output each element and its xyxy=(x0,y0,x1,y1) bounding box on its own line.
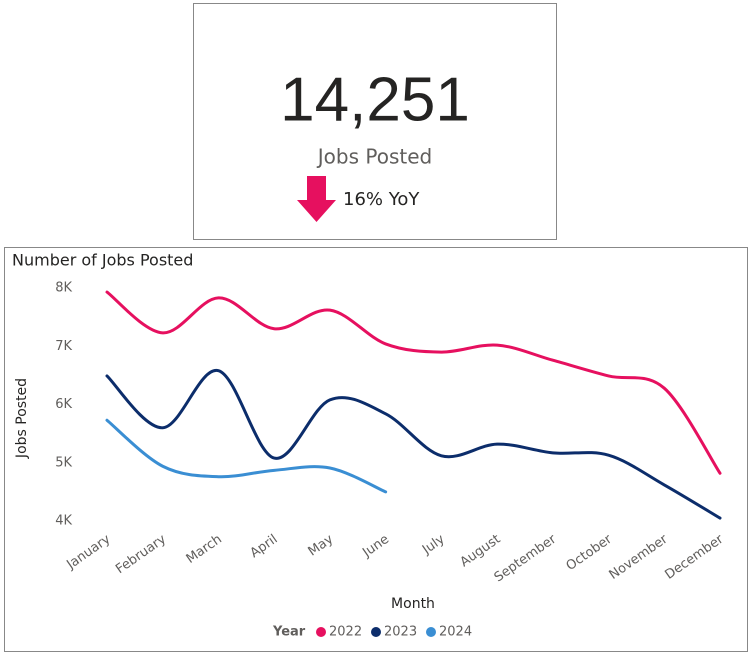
y-tick-label: 7K xyxy=(55,339,72,354)
x-axis-title: Month xyxy=(391,596,435,612)
legend-marker xyxy=(316,627,326,637)
legend-label: 2024 xyxy=(439,625,472,640)
series-line xyxy=(105,369,722,520)
legend-label: 2023 xyxy=(384,625,417,640)
chart-card xyxy=(4,247,748,652)
y-tick-label: 4K xyxy=(55,514,72,529)
legend-title: Year xyxy=(272,625,306,640)
kpi-label: Jobs Posted xyxy=(316,145,432,169)
legend-label: 2022 xyxy=(329,625,362,640)
legend-marker xyxy=(371,627,381,637)
kpi-card xyxy=(193,3,557,240)
kpi-value: 14,251 xyxy=(280,65,470,134)
series-line xyxy=(105,418,388,494)
series-line xyxy=(105,290,722,475)
down-arrow xyxy=(297,176,336,222)
y-tick-label: 6K xyxy=(55,397,72,412)
y-tick-label: 5K xyxy=(55,455,72,470)
kpi-change: 16% YoY xyxy=(343,189,420,210)
y-axis-title: Jobs Posted xyxy=(14,378,30,459)
chart-title: Number of Jobs Posted xyxy=(12,251,193,270)
y-tick-label: 8K xyxy=(55,281,72,296)
legend-marker xyxy=(426,627,436,637)
